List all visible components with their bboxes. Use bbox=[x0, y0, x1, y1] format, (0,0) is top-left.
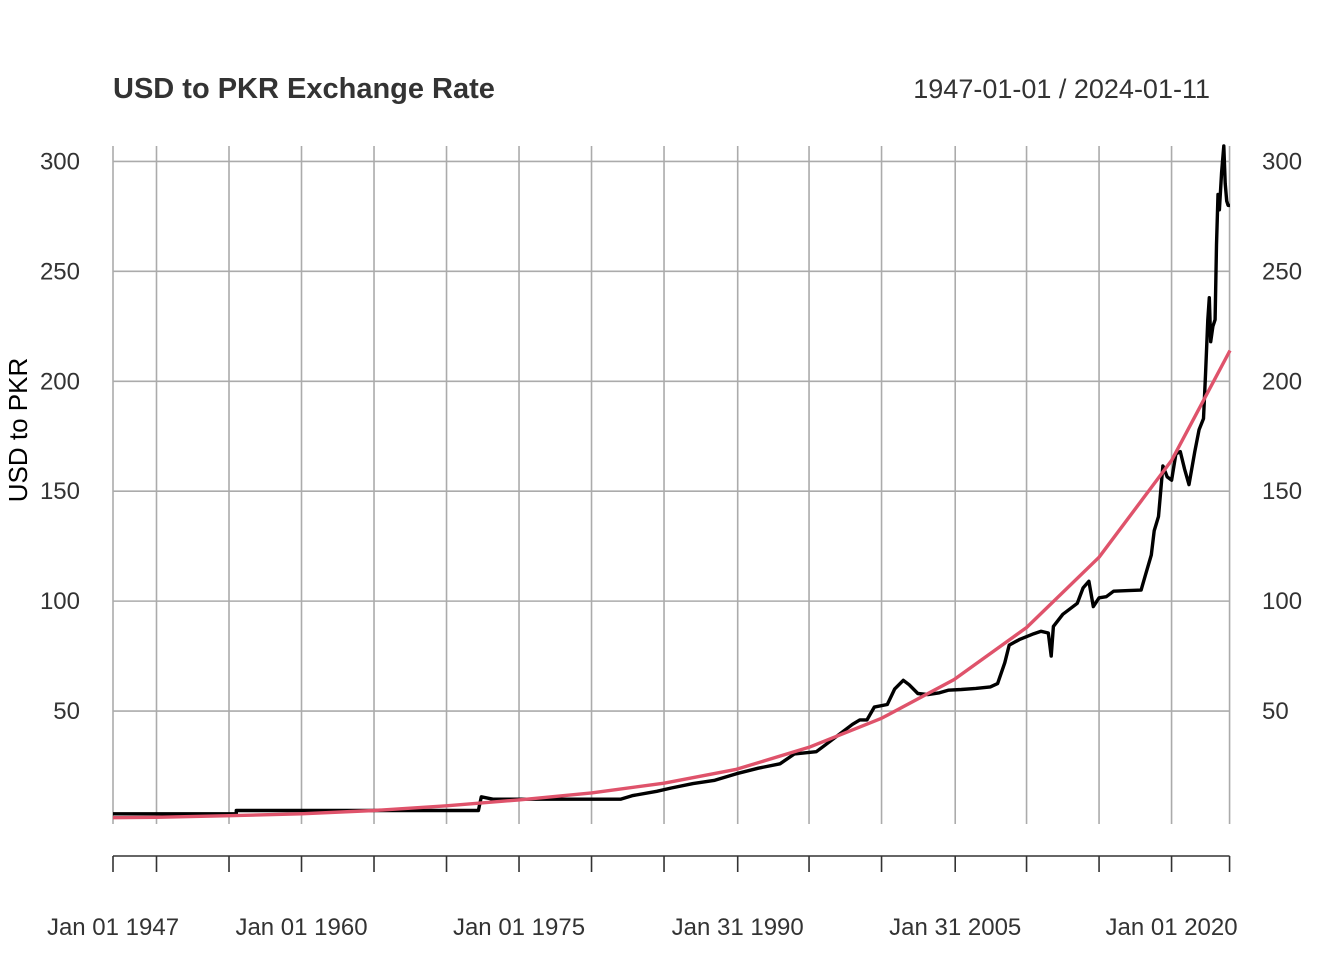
x-tick-label: Jan 01 1975 bbox=[453, 914, 585, 941]
y-tick-label: 150 bbox=[1262, 478, 1302, 505]
x-tick-label: Jan 01 1947 bbox=[47, 914, 179, 941]
x-tick-label: Jan 31 1990 bbox=[672, 914, 804, 941]
y-tick-label: 50 bbox=[1262, 698, 1289, 725]
x-axis: Jan 01 1947 Jan 01 1960 Jan 01 1975 Jan 31 … bbox=[47, 855, 1238, 941]
y-tick-labels-right: 50 100 150 200 250 300 bbox=[1262, 148, 1302, 725]
y-tick-label: 100 bbox=[40, 588, 80, 615]
x-tick-label: Jan 01 2020 bbox=[1105, 914, 1237, 941]
date-range: 1947-01-01 / 2024-01-11 bbox=[913, 74, 1210, 104]
chart-title: USD to PKR Exchange Rate bbox=[113, 73, 495, 105]
series-lines bbox=[112, 144, 1232, 820]
y-tick-label: 100 bbox=[1262, 588, 1302, 615]
x-tick-label: Jan 31 2005 bbox=[889, 914, 1021, 941]
y-tick-label: 200 bbox=[40, 368, 80, 395]
x-tick-label: Jan 01 1960 bbox=[235, 914, 367, 941]
y-tick-labels-left: 50 100 150 200 250 300 bbox=[40, 148, 80, 725]
y-tick-label: 250 bbox=[1262, 258, 1302, 285]
y-tick-label: 150 bbox=[40, 478, 80, 505]
series-line-2 bbox=[112, 349, 1232, 820]
gridlines bbox=[112, 146, 1231, 824]
y-tick-label: 200 bbox=[1262, 368, 1302, 395]
y-tick-label: 300 bbox=[1262, 148, 1302, 175]
y-tick-label: 300 bbox=[40, 148, 80, 175]
series-line-1 bbox=[113, 144, 1230, 816]
y-tick-label: 50 bbox=[53, 698, 80, 725]
y-tick-label: 250 bbox=[40, 258, 80, 285]
y-axis-label: USD to PKR bbox=[3, 358, 33, 503]
